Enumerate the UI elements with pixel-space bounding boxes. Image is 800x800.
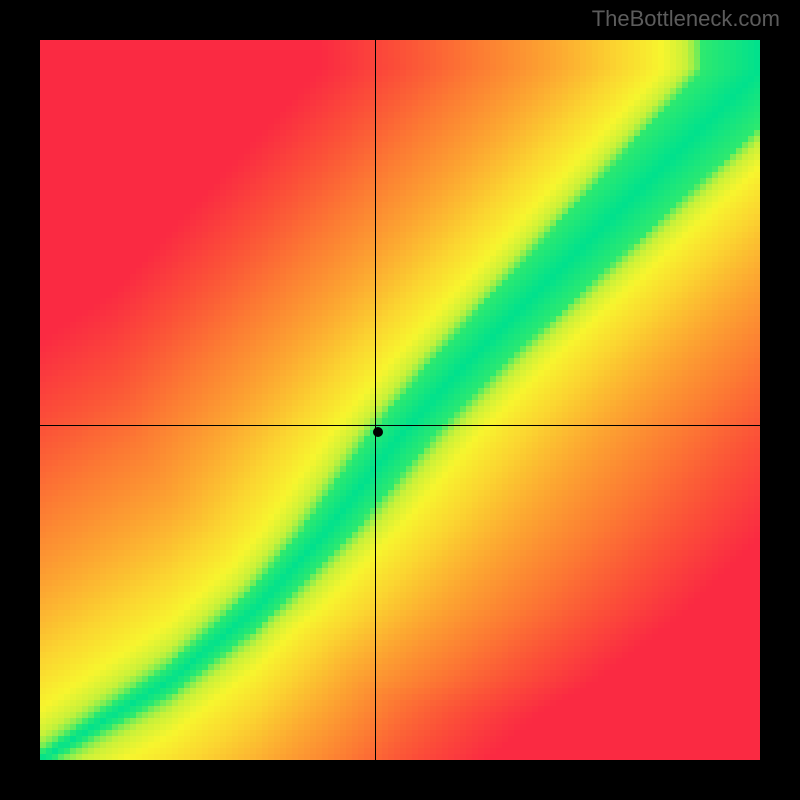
crosshair-horizontal (40, 425, 760, 426)
heatmap-canvas (40, 40, 760, 760)
crosshair-vertical (375, 40, 376, 760)
watermark-text: TheBottleneck.com (592, 6, 780, 32)
chart-container: TheBottleneck.com (0, 0, 800, 800)
plot-area (40, 40, 760, 760)
selection-marker (373, 427, 383, 437)
